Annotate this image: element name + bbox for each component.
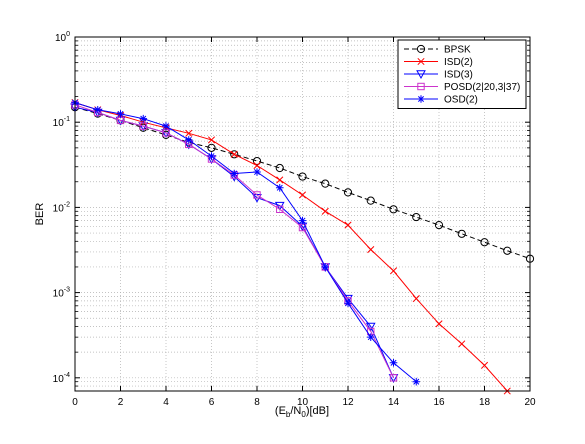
- x-axis-label-sub2: 0: [301, 410, 306, 419]
- data-point: [276, 205, 284, 213]
- series-line: [74, 102, 417, 383]
- x-tick-label: 14: [388, 397, 400, 408]
- data-point: [162, 122, 170, 130]
- series-2: [70, 103, 399, 383]
- x-tick-label: 18: [479, 397, 491, 408]
- data-point: [253, 168, 261, 176]
- x-axis-label-sub1: b: [286, 410, 291, 419]
- x-tick-label: 0: [72, 397, 78, 408]
- data-point: [276, 176, 284, 184]
- data-point: [367, 246, 375, 254]
- grid: [75, 37, 530, 391]
- data-point: [435, 320, 443, 328]
- data-point: [343, 294, 353, 304]
- data-point: [343, 188, 353, 197]
- legend-marker: [416, 44, 426, 54]
- data-point: [389, 205, 398, 214]
- y-tick-label: 10-4: [53, 372, 70, 385]
- data-point: [344, 221, 352, 229]
- legend-entry: BPSK: [404, 45, 471, 56]
- data-point: [275, 163, 284, 173]
- data-point: [207, 152, 216, 160]
- data-point: [480, 361, 489, 369]
- x-axis-label-prefix: (E: [275, 405, 286, 417]
- series-layer: [70, 98, 535, 395]
- x-tick-label: 2: [118, 397, 124, 408]
- data-point: [458, 340, 466, 348]
- data-point: [230, 150, 239, 159]
- data-point: [139, 122, 147, 130]
- legend-entry: POSD(2|20,3|37): [404, 82, 520, 93]
- data-point: [366, 196, 375, 205]
- data-point: [185, 129, 193, 137]
- data-point: [298, 172, 307, 181]
- y-tick-label: 10-1: [53, 116, 70, 129]
- data-point: [457, 229, 466, 238]
- legend-marker: [417, 57, 425, 66]
- legend-label: OSD(2): [444, 95, 478, 106]
- data-point: [139, 114, 148, 123]
- legend-entry: ISD(3): [404, 70, 473, 81]
- data-point: [230, 169, 239, 178]
- data-point: [365, 322, 376, 332]
- data-point: [503, 246, 512, 255]
- x-tick-label: 20: [524, 397, 536, 408]
- legend-label: ISD(3): [444, 70, 473, 81]
- x-axis-label-suffix: )[dB]: [306, 405, 329, 417]
- legend-label: POSD(2|20,3|37): [444, 82, 520, 93]
- legend-label: BPSK: [444, 45, 471, 56]
- y-axis-label: BER: [34, 203, 46, 226]
- ticks: 0 2 4 6 8 10 12 14 16 18 20 100 10-1 10-2 10-3 10-4: [53, 31, 536, 408]
- data-point: [184, 136, 193, 144]
- data-point: [298, 216, 307, 225]
- x-tick-label: 6: [209, 397, 215, 408]
- x-axis-label: (Eb/N0)[dB]: [275, 405, 329, 419]
- data-point: [389, 267, 398, 275]
- y-tick-label: 10-2: [53, 201, 70, 214]
- x-tick-label: 8: [254, 397, 260, 408]
- y-tick-label: 100: [55, 31, 70, 44]
- series-1: [71, 99, 511, 395]
- series-line: [74, 102, 508, 392]
- data-point: [412, 377, 421, 386]
- x-tick-label: 12: [342, 397, 354, 408]
- legend-label: ISD(2): [444, 57, 473, 68]
- data-point: [93, 105, 102, 114]
- data-point: [389, 358, 398, 367]
- series-4: [71, 98, 421, 386]
- data-point: [207, 136, 216, 144]
- data-point: [321, 207, 329, 215]
- legend-entry: OSD(2): [404, 95, 478, 106]
- data-point: [116, 110, 125, 118]
- legend-marker: [417, 95, 425, 103]
- data-point: [412, 212, 421, 222]
- data-point: [480, 238, 489, 247]
- data-point: [253, 161, 261, 170]
- legend-marker: [416, 70, 426, 80]
- legend-entry: ISD(2): [404, 57, 473, 68]
- data-point: [253, 191, 261, 199]
- data-point: [389, 374, 398, 382]
- data-point: [366, 333, 375, 341]
- data-point: [207, 143, 216, 152]
- data-point: [252, 156, 262, 166]
- x-axis-label-mid: /N: [290, 405, 301, 417]
- y-tick-label: 10-3: [53, 287, 70, 300]
- data-point: [434, 220, 444, 230]
- legend-marker: [417, 82, 425, 91]
- data-point: [275, 183, 284, 192]
- x-tick-label: 4: [163, 397, 169, 408]
- data-point: [230, 150, 238, 158]
- data-point: [412, 295, 420, 303]
- data-point: [298, 191, 307, 199]
- data-point: [344, 299, 352, 308]
- data-point: [321, 179, 330, 188]
- x-tick-label: 10: [297, 397, 309, 408]
- data-point: [321, 263, 330, 271]
- x-tick-label: 16: [433, 397, 445, 408]
